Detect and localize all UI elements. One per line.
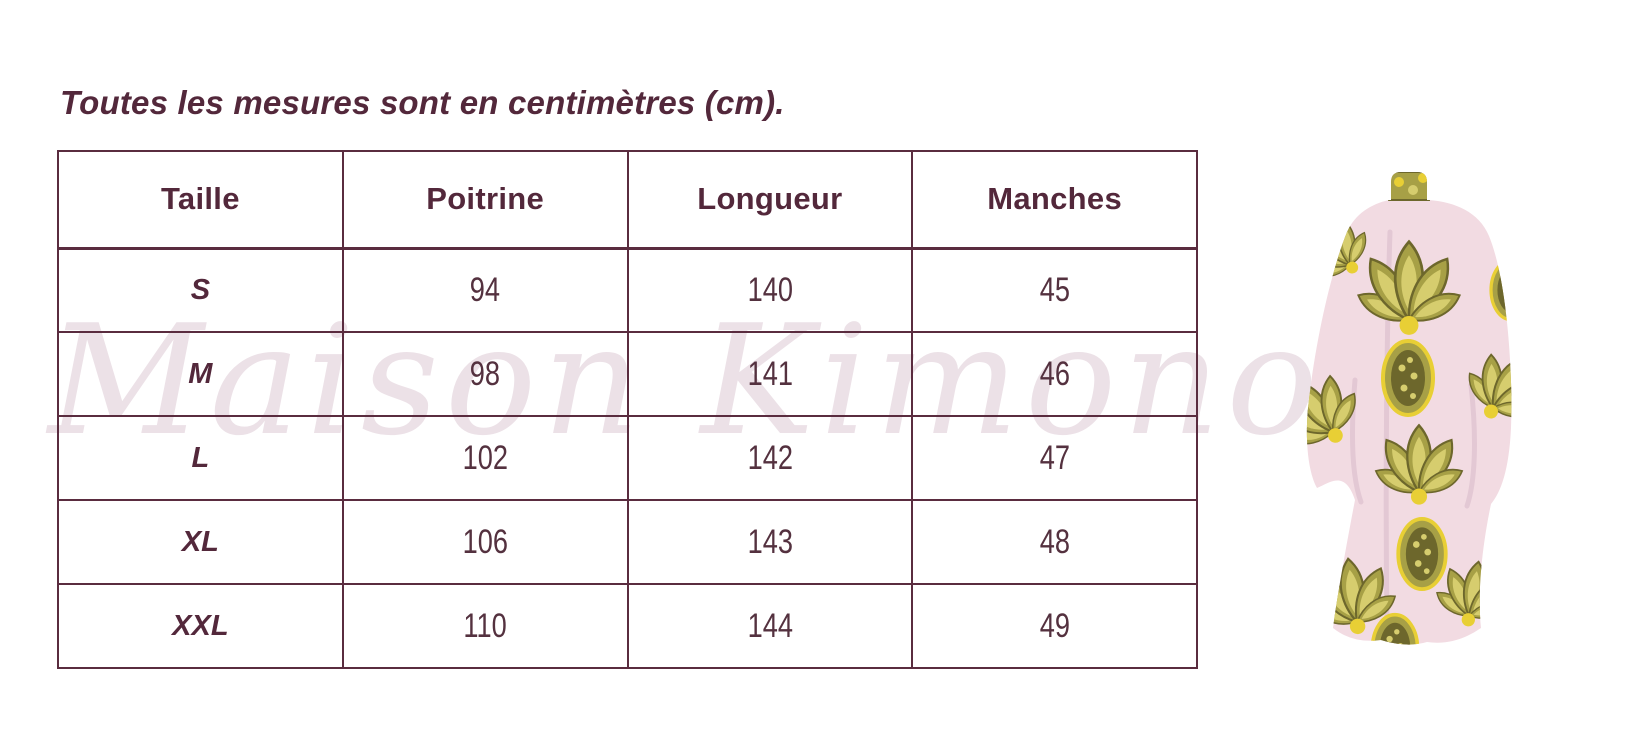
table-header-row: Taille Poitrine Longueur Manches [57,150,1198,250]
size-cell: XXL [57,583,344,669]
manches-cell: 47 [911,415,1198,501]
longueur-cell: 141 [626,331,914,417]
value: 140 [747,270,793,309]
poitrine-cell: 94 [341,247,629,333]
kimono-dress-image [1295,170,1520,648]
longueur-cell: 142 [626,415,914,501]
column-header-longueur: Longueur [626,150,914,250]
manches-cell: 45 [911,247,1198,333]
table-row: XXL 110 144 49 [57,583,1198,669]
poitrine-cell: 110 [341,583,629,669]
longueur-cell: 144 [626,583,914,669]
manches-cell: 49 [911,583,1198,669]
manches-cell: 48 [911,499,1198,585]
column-header-taille: Taille [57,150,344,250]
value: 49 [1039,606,1070,645]
poitrine-cell: 98 [341,331,629,417]
size-cell: M [57,331,344,417]
poitrine-cell: 102 [341,415,629,501]
value: 141 [747,354,793,393]
value: 46 [1039,354,1070,393]
table-row: XL 106 143 48 [57,499,1198,585]
value: 110 [463,606,507,645]
table-row: M 98 141 46 [57,331,1198,417]
poitrine-cell: 106 [341,499,629,585]
column-header-poitrine: Poitrine [341,150,629,250]
column-header-manches: Manches [911,150,1198,250]
value: 143 [747,522,793,561]
table-row: L 102 142 47 [57,415,1198,501]
table-row: S 94 140 45 [57,247,1198,333]
value: 106 [462,522,508,561]
value: 47 [1039,438,1070,477]
size-chart-table: Taille Poitrine Longueur Manches S 94 14… [57,150,1198,669]
longueur-cell: 140 [626,247,914,333]
measurement-unit-note: Toutes les mesures sont en centimètres (… [60,84,785,121]
size-cell: S [57,247,344,333]
value: 45 [1039,270,1070,309]
size-cell: XL [57,499,344,585]
longueur-cell: 143 [626,499,914,585]
size-cell: L [57,415,344,501]
value: 98 [469,354,501,393]
value: 102 [462,438,508,477]
value: 48 [1039,522,1070,561]
value: 142 [747,438,793,477]
manches-cell: 46 [911,331,1198,417]
value: 94 [469,270,501,309]
value: 144 [747,606,793,645]
